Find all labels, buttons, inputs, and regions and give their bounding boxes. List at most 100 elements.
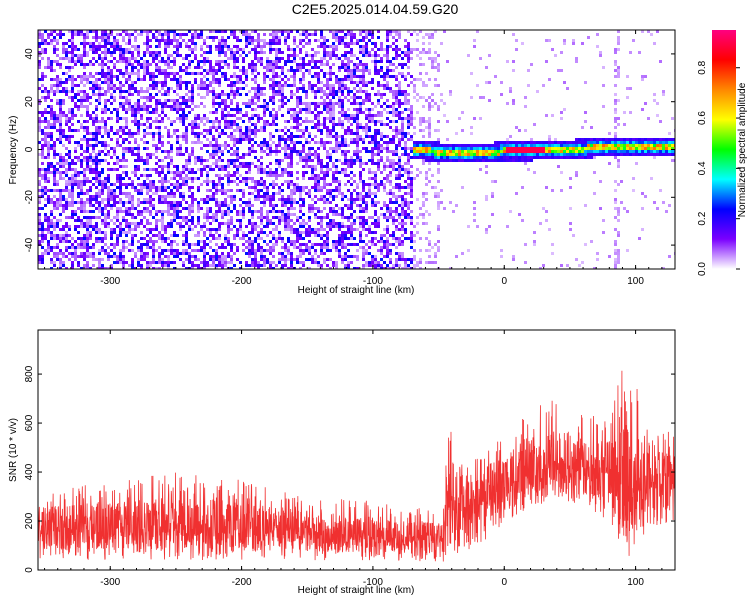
spectrogram-cell (227, 207, 230, 210)
spectrogram-cell (86, 120, 89, 123)
spectrogram-cell (368, 225, 371, 228)
spectrogram-cell (197, 159, 200, 162)
spectrogram-cell (293, 144, 296, 147)
spectrogram-cell (116, 195, 119, 198)
spectrogram-cell (65, 66, 68, 69)
spectrogram-cell (239, 156, 242, 159)
spectrogram-cell (80, 33, 83, 36)
spectrogram-cell (131, 63, 134, 66)
spectrogram-cell (257, 195, 260, 198)
spectrogram-cell (131, 261, 134, 264)
spectrogram-cell (53, 39, 56, 42)
spectrogram-cell (68, 39, 71, 42)
spectrogram-cell (203, 60, 206, 63)
spectrogram-cell (68, 111, 71, 114)
spectrogram-cell (203, 225, 206, 228)
spectrogram-cell (182, 264, 185, 267)
spectrogram-cell (293, 60, 296, 63)
spectrogram-cell (179, 120, 182, 123)
spectrogram-cell (161, 165, 164, 168)
spectrogram-cell (233, 180, 236, 183)
spectrogram-cell (239, 135, 242, 138)
spectrogram-cell (113, 90, 116, 93)
spectrogram-cell (266, 153, 269, 156)
spectrogram-cell (125, 63, 128, 66)
spectrogram-cell (71, 60, 74, 63)
spectrogram-cell (230, 201, 233, 204)
spectrogram-cell (38, 102, 41, 105)
spectrogram-cell (353, 228, 356, 231)
spectrogram-cell (194, 171, 197, 174)
spectrogram-cell (302, 177, 305, 180)
spectrogram-cell (323, 99, 326, 102)
spectrogram-cell (68, 66, 71, 69)
spectrogram-cell (308, 63, 311, 66)
spectrogram-cell (332, 207, 335, 210)
spectrogram-cell (329, 201, 332, 204)
spectrogram-cell (146, 66, 149, 69)
spectrogram-cell (119, 57, 122, 60)
spectrogram-cell (197, 72, 200, 75)
spectrogram-cell (227, 174, 230, 177)
spectrogram-cell (89, 117, 92, 120)
spectrogram-cell (302, 60, 305, 63)
spectrogram-cell (158, 195, 161, 198)
spectrogram-cell (296, 87, 299, 90)
spectrogram-cell (122, 72, 125, 75)
spectrogram-cell (47, 135, 50, 138)
spectrogram-cell (143, 243, 146, 246)
spectrogram-cell (68, 204, 71, 207)
spectrogram-cell (185, 132, 188, 135)
spectrogram-cell (59, 78, 62, 81)
spectrogram-cell (194, 255, 197, 258)
spectrogram-cell (365, 135, 368, 138)
spectrogram-cell (161, 219, 164, 222)
spectrogram-cell (248, 246, 251, 249)
spectrogram-cell (191, 33, 194, 36)
spectrogram-cell (362, 267, 365, 269)
spectrogram-cell (152, 255, 155, 258)
spectrogram-cell (245, 246, 248, 249)
spectrogram-cell (236, 111, 239, 114)
spectrogram-cell (341, 261, 344, 264)
spectrogram-cell (179, 150, 182, 153)
spectrogram-cell (287, 33, 290, 36)
spectrogram-cell (272, 267, 275, 269)
spectrogram-cell (194, 159, 197, 162)
spectrogram-cell (248, 231, 251, 234)
spectrogram-cell (311, 174, 314, 177)
spectrogram-cell (236, 51, 239, 54)
spectrogram-cell (272, 69, 275, 72)
spectrogram-cell (371, 162, 374, 165)
spectrogram-cell (221, 30, 224, 33)
spectrogram-cell (257, 249, 260, 252)
spectrogram-cell (317, 60, 320, 63)
spectrogram-cell (221, 144, 224, 147)
spectrogram-cell (317, 156, 320, 159)
spectrogram-cell (134, 108, 137, 111)
spectrogram-cell (134, 147, 137, 150)
spectrogram-cell (335, 135, 338, 138)
spectrogram-cell (125, 171, 128, 174)
spectrogram-cell (71, 57, 74, 60)
spectrogram-cell (56, 234, 59, 237)
spectrogram-cell (272, 90, 275, 93)
spectrogram-cell (368, 252, 371, 255)
spectrogram-cell (188, 30, 191, 33)
spectrogram-cell (152, 192, 155, 195)
spectrogram-cell (47, 231, 50, 234)
spectrogram-cell (317, 120, 320, 123)
spectrogram-cell (275, 162, 278, 165)
spectrogram-cell (131, 267, 134, 269)
spectrogram-cell (56, 63, 59, 66)
spectrogram-cell (116, 243, 119, 246)
spectrogram-cell (233, 252, 236, 255)
spectrogram-cell (53, 93, 56, 96)
spectrogram-cell (86, 168, 89, 171)
spectrogram-cell (95, 180, 98, 183)
spectrogram-cell (68, 153, 71, 156)
spectrogram-cell (299, 63, 302, 66)
spectrogram-cell (83, 222, 86, 225)
spectrogram-cell (266, 66, 269, 69)
spectrogram-cell (188, 243, 191, 246)
